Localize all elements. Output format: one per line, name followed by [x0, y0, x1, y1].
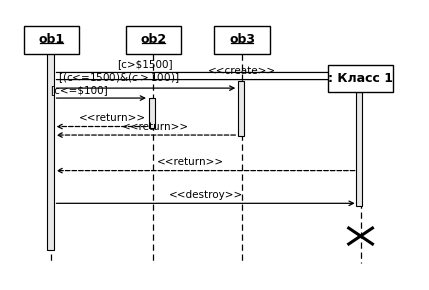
Text: <<return>>: <<return>> [121, 122, 189, 132]
Text: <<return>>: <<return>> [79, 113, 146, 123]
Text: ob3: ob3 [229, 33, 255, 46]
Text: <<return>>: <<return>> [157, 157, 224, 167]
Text: ob2: ob2 [140, 33, 166, 46]
Text: : Класс 1: : Класс 1 [328, 72, 393, 85]
Text: <<create>>: <<create>> [208, 66, 276, 76]
Bar [47, 52, 54, 250]
Bar [214, 26, 269, 54]
Bar [238, 81, 244, 137]
Bar [328, 65, 393, 92]
Bar [126, 26, 181, 54]
Text: [c>$1500]: [c>$1500] [117, 59, 172, 69]
Bar [24, 26, 79, 54]
Text: [(c<=$1500)&(c>$100)]: [(c<=$1500)&(c>$100)] [57, 71, 179, 85]
Text: <<destroy>>: <<destroy>> [169, 190, 243, 200]
Text: ob1: ob1 [39, 33, 64, 46]
Text: [c<=$100]: [c<=$100] [51, 85, 108, 95]
Bar [149, 98, 155, 128]
Bar [356, 92, 362, 206]
